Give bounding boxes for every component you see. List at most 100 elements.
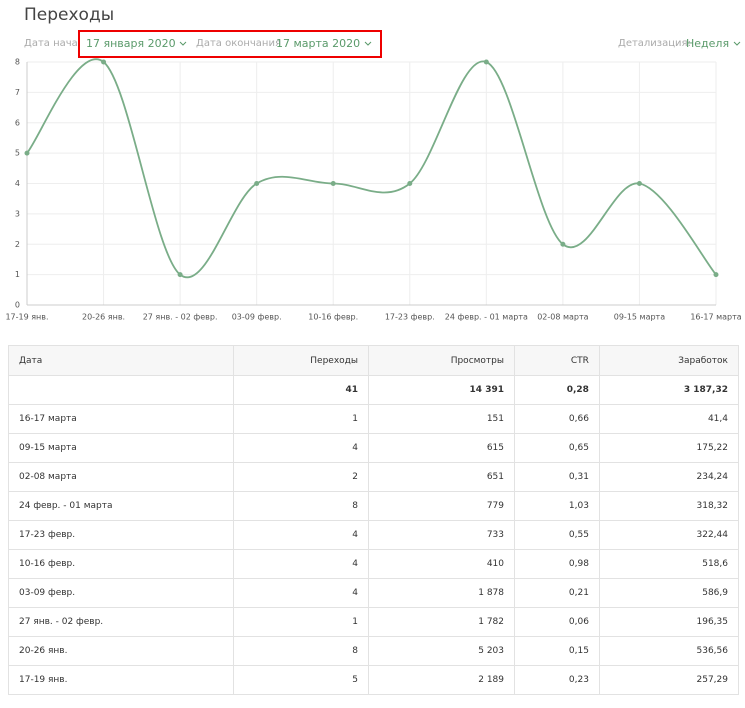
end-date[interactable]: 17 марта 2020 <box>276 37 372 50</box>
cell: 0,15 <box>514 636 600 666</box>
page-title: Переходы <box>24 5 115 25</box>
highlight-box <box>78 30 382 58</box>
cell: 0,55 <box>514 520 600 550</box>
x-tick-label: 27 янв. - 02 февр. <box>143 313 218 322</box>
cell: 196,35 <box>598 607 740 637</box>
x-tick-label: 17-23 февр. <box>385 313 435 322</box>
x-tick-label: 20-26 янв. <box>82 313 125 322</box>
point <box>254 181 260 186</box>
cell: 4 <box>232 549 370 579</box>
cell: 09-15 марта <box>8 433 234 463</box>
column-header: Переходы <box>232 345 370 376</box>
cell: 02-08 марта <box>8 462 234 492</box>
table-row: 17-19 янв. 5 2 189 0,23 257,29 <box>8 665 740 695</box>
cell: 5 <box>232 665 370 695</box>
total-cell: 14 391 <box>368 375 515 405</box>
cell: 0,98 <box>514 549 600 579</box>
y-tick-label: 1 <box>15 270 20 279</box>
x-tick-label: 03-09 февр. <box>232 313 282 322</box>
table-row: 09-15 марта 4 615 0,65 175,22 <box>8 433 740 463</box>
chevron <box>364 41 372 46</box>
cell: 257,29 <box>598 665 740 695</box>
cell: 1 782 <box>368 607 515 637</box>
cell: 0,21 <box>514 578 600 608</box>
x-tick-label: 10-16 февр. <box>308 313 358 322</box>
cell: 4 <box>232 520 370 550</box>
point <box>407 181 413 186</box>
y-tick-label: 4 <box>15 179 20 188</box>
start-date-text: 17 января 2020 <box>86 37 176 50</box>
chart: 0 1 2 3 4 5 6 7 8 17-19 янв. 20-26 янв. 27 янв. - 0… <box>5 58 741 322</box>
point <box>483 59 489 65</box>
end-label: Дата окончания <box>196 38 281 49</box>
cell: 16-17 марта <box>8 404 234 434</box>
column-header: Просмотры <box>368 345 515 376</box>
header-row: Дата Переходы Просмотры CTR Заработок <box>8 345 740 376</box>
cell: 8 <box>232 636 370 666</box>
table-row: 02-08 марта 2 651 0,31 234,24 <box>8 462 740 492</box>
point <box>636 181 642 186</box>
cell: 151 <box>368 404 515 434</box>
cell: 0,65 <box>514 433 600 463</box>
cell: 0,31 <box>514 462 600 492</box>
cell: 175,22 <box>598 433 740 463</box>
cell: 322,44 <box>598 520 740 550</box>
table-row: 03-09 февр. 4 1 878 0,21 586,9 <box>8 578 740 608</box>
start-label: Дата начала <box>24 38 91 49</box>
chevron <box>733 41 740 46</box>
cell: 0,66 <box>514 404 600 434</box>
start-date[interactable]: 17 января 2020 <box>86 37 187 50</box>
y-tick-label: 5 <box>15 149 20 158</box>
y-tick-label: 8 <box>15 58 20 67</box>
point <box>24 150 30 156</box>
cell: 4 <box>232 578 370 608</box>
detail-select[interactable]: Неделя <box>686 37 741 50</box>
point <box>177 272 183 278</box>
cell: 0,23 <box>514 665 600 695</box>
cell: 8 <box>232 491 370 521</box>
cell: 234,24 <box>598 462 740 492</box>
point <box>560 241 566 247</box>
cell: 27 янв. - 02 февр. <box>8 607 234 637</box>
x-tick-label: 17-19 янв. <box>5 313 48 322</box>
cell: 1 878 <box>368 578 515 608</box>
totals-row: 41 14 391 0,28 3 187,32 <box>8 375 740 405</box>
cell: 17-23 февр. <box>8 520 234 550</box>
x-tick-label: 02-08 марта <box>537 313 588 322</box>
x-tick-label: 24 февр. - 01 марта <box>445 313 528 322</box>
detail-label: Детализация: <box>618 38 691 49</box>
cell: 1 <box>232 404 370 434</box>
cell: 410 <box>368 549 515 579</box>
cell: 17-19 янв. <box>8 665 234 695</box>
y-tick-label: 0 <box>15 301 20 310</box>
point <box>330 181 336 186</box>
y-tick-label: 6 <box>15 118 20 127</box>
total-cell: 41 <box>232 375 370 405</box>
point <box>713 272 719 278</box>
y-tick-label: 7 <box>15 88 20 97</box>
cell: 24 февр. - 01 марта <box>8 491 234 521</box>
table-row: 16-17 марта 1 151 0,66 41,4 <box>8 404 740 434</box>
cell: 4 <box>232 433 370 463</box>
column-header: CTR <box>514 345 600 376</box>
y-tick-label: 3 <box>15 209 20 218</box>
cell: 586,9 <box>598 578 740 608</box>
cell: 2 <box>232 462 370 492</box>
cell: 0,06 <box>514 607 600 637</box>
cell: 615 <box>368 433 515 463</box>
cell: 779 <box>368 491 515 521</box>
table-row: 27 янв. - 02 февр. 1 1 782 0,06 196,35 <box>8 607 740 637</box>
total-cell: 0,28 <box>514 375 600 405</box>
data-table: Дата Переходы Просмотры CTR Заработок 41 14 3… <box>8 345 740 695</box>
cell: 536,56 <box>598 636 740 666</box>
table-row: 10-16 февр. 4 410 0,98 518,6 <box>8 549 740 579</box>
cell: 03-09 февр. <box>8 578 234 608</box>
table-row: 24 февр. - 01 марта 8 779 1,03 318,32 <box>8 491 740 521</box>
cell: 518,6 <box>598 549 740 579</box>
cell: 318,32 <box>598 491 740 521</box>
total-cell: 3 187,32 <box>598 375 740 405</box>
end-date-text: 17 марта 2020 <box>276 37 361 50</box>
detail-text: Неделя <box>686 37 730 50</box>
y-tick-label: 2 <box>15 240 20 249</box>
